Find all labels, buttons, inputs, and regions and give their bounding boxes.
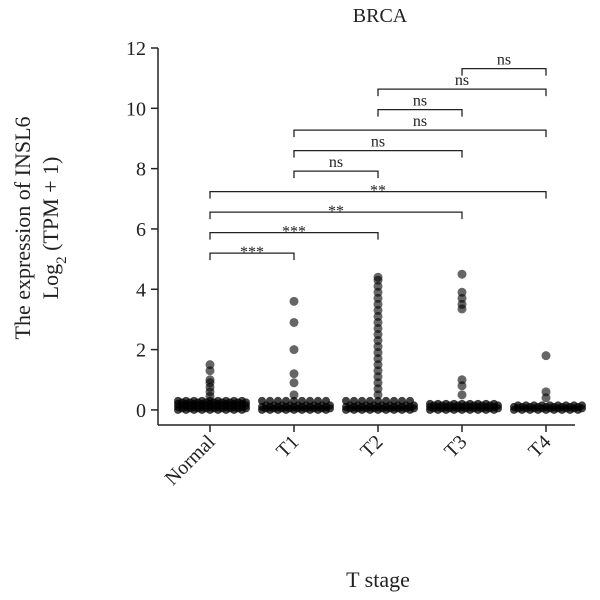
data-point <box>450 399 458 408</box>
data-point <box>298 396 306 405</box>
data-point <box>289 345 299 355</box>
data-point <box>350 396 358 405</box>
y-tick-label: 10 <box>126 98 146 120</box>
significance-label: ns <box>371 134 385 151</box>
data-point <box>258 396 266 405</box>
data-point <box>374 396 382 405</box>
significance-bracket <box>293 129 547 138</box>
significance-bracket <box>461 67 547 76</box>
y-tick-label: 6 <box>136 219 146 241</box>
y-tick-label: 0 <box>136 400 146 422</box>
data-point <box>426 399 434 408</box>
data-point <box>373 272 383 282</box>
y-tick-label: 4 <box>136 279 146 301</box>
significance-bracket <box>209 231 379 240</box>
significance-label: *** <box>282 224 306 241</box>
data-point <box>466 399 474 408</box>
data-point <box>190 396 198 405</box>
data-point <box>406 396 414 405</box>
x-tick-label: T4 <box>524 431 555 462</box>
data-point <box>174 396 182 405</box>
data-point <box>490 399 498 408</box>
data-point <box>314 396 322 405</box>
data-point <box>474 399 482 408</box>
data-point <box>457 375 467 385</box>
significance-bracket <box>293 170 379 179</box>
y-tick-label: 12 <box>126 38 146 60</box>
data-point <box>342 396 350 405</box>
significance-bracket <box>209 252 295 261</box>
data-point <box>290 396 298 405</box>
data-point <box>205 360 215 370</box>
data-point <box>482 399 490 408</box>
significance-label: ** <box>370 183 386 200</box>
significance-bracket <box>377 108 463 117</box>
y-tick-label: 2 <box>136 340 146 362</box>
data-point <box>546 401 554 410</box>
data-point <box>274 396 282 405</box>
data-point <box>458 399 466 408</box>
data-point <box>282 396 290 405</box>
significance-label: ns <box>329 154 343 171</box>
data-point <box>541 351 551 361</box>
y-axis-label: The expression of INSL6 <box>10 116 35 339</box>
data-point <box>289 296 299 306</box>
data-point <box>538 401 546 410</box>
data-point <box>289 317 299 327</box>
x-axis-label: T stage <box>346 567 410 592</box>
data-point <box>442 399 450 408</box>
y-label-base: Log <box>38 264 63 299</box>
data-point <box>530 401 538 410</box>
y-label-text: (TPM + 1) <box>38 157 63 257</box>
data-point <box>366 396 374 405</box>
data-point <box>289 390 299 400</box>
significance-label: ns <box>497 52 511 69</box>
significance-bracket <box>209 211 463 220</box>
x-tick-label: T3 <box>440 431 471 462</box>
chart-title: BRCA <box>353 5 408 27</box>
x-tick-label: T2 <box>356 431 387 462</box>
y-label-subscript: 2 <box>54 256 70 264</box>
y-axis-label-2: Log2 (TPM + 1) <box>38 157 70 300</box>
data-point <box>562 401 570 410</box>
data-point <box>289 369 299 379</box>
y-tick-label: 8 <box>136 159 146 181</box>
data-point <box>289 378 299 388</box>
x-tick-label: T1 <box>272 431 303 462</box>
significance-label: ns <box>413 93 427 110</box>
data-point <box>554 401 562 410</box>
data-point <box>358 396 366 405</box>
data-point <box>514 401 522 410</box>
data-point <box>266 396 274 405</box>
data-point <box>398 396 406 405</box>
data-point <box>522 401 530 410</box>
data-point <box>457 287 467 297</box>
data-point <box>205 375 215 385</box>
significance-label: ns <box>413 113 427 130</box>
data-point <box>541 387 551 397</box>
data-point <box>214 396 222 405</box>
data-point <box>578 401 586 410</box>
significance-label: ** <box>328 203 344 220</box>
significance-label: *** <box>240 244 264 261</box>
significance-bracket <box>377 88 547 97</box>
data-point <box>457 269 467 279</box>
significance-label: ns <box>455 72 469 89</box>
data-point <box>198 396 206 405</box>
data-point <box>390 396 398 405</box>
data-point <box>230 396 238 405</box>
data-point <box>434 399 442 408</box>
data-point <box>238 396 246 405</box>
data-point <box>306 396 314 405</box>
data-point <box>182 396 190 405</box>
significance-bracket <box>209 190 547 199</box>
data-point <box>570 401 578 410</box>
significance-bracket <box>293 149 463 158</box>
data-point <box>457 390 467 400</box>
data-point <box>222 396 230 405</box>
data-point <box>322 396 330 405</box>
data-point <box>382 396 390 405</box>
x-tick-label: Normal <box>161 431 220 490</box>
